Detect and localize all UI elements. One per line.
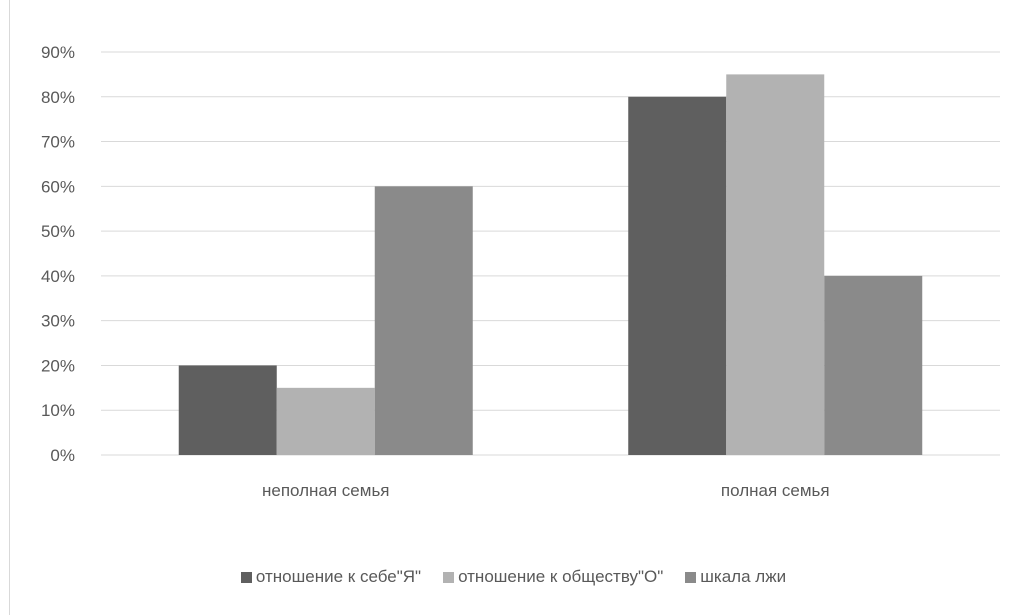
y-tick-label: 30% [41,312,75,331]
y-tick-label: 40% [41,267,75,286]
bar [374,186,473,456]
bar [628,96,727,456]
legend: отношение к себе"Я" отношение к обществу"… [0,567,1027,587]
bar [824,275,923,455]
bar [178,365,277,455]
legend-item: шкала лжи [685,567,786,587]
legend-label: отношение к себе"Я" [255,567,422,586]
legend-item: отношение к обществу"О" [443,567,663,587]
bar [276,387,375,455]
y-tick-label: 60% [41,177,75,196]
legend-swatch [443,571,455,583]
bar [726,74,825,455]
y-tick-label: 20% [41,356,75,375]
chart-frame-border [9,0,10,615]
y-tick-label: 0% [50,446,75,465]
y-tick-label: 50% [41,222,75,241]
legend-swatch [685,571,697,583]
y-tick-label: 10% [41,401,75,420]
y-tick-label: 70% [41,133,75,152]
y-tick-label: 80% [41,88,75,107]
bars [178,74,923,456]
x-category-label: полная семья [721,481,830,500]
bar-chart: 0% 10% 20% 30% 40% 50% 60% 70% 80% 90% неполная с… [41,43,1000,500]
y-tick-label: 90% [41,43,75,62]
y-axis-ticks: 0% 10% 20% 30% 40% 50% 60% 70% 80% 90% [41,43,75,465]
legend-item: отношение к себе"Я" [240,567,422,587]
x-category-label: неполная семья [262,481,390,500]
legend-label: отношение к обществу"О" [458,567,664,586]
x-axis-categories: неполная семья полная семья [262,481,830,500]
legend-label: шкала лжи [700,567,787,586]
legend-swatch [240,571,252,583]
